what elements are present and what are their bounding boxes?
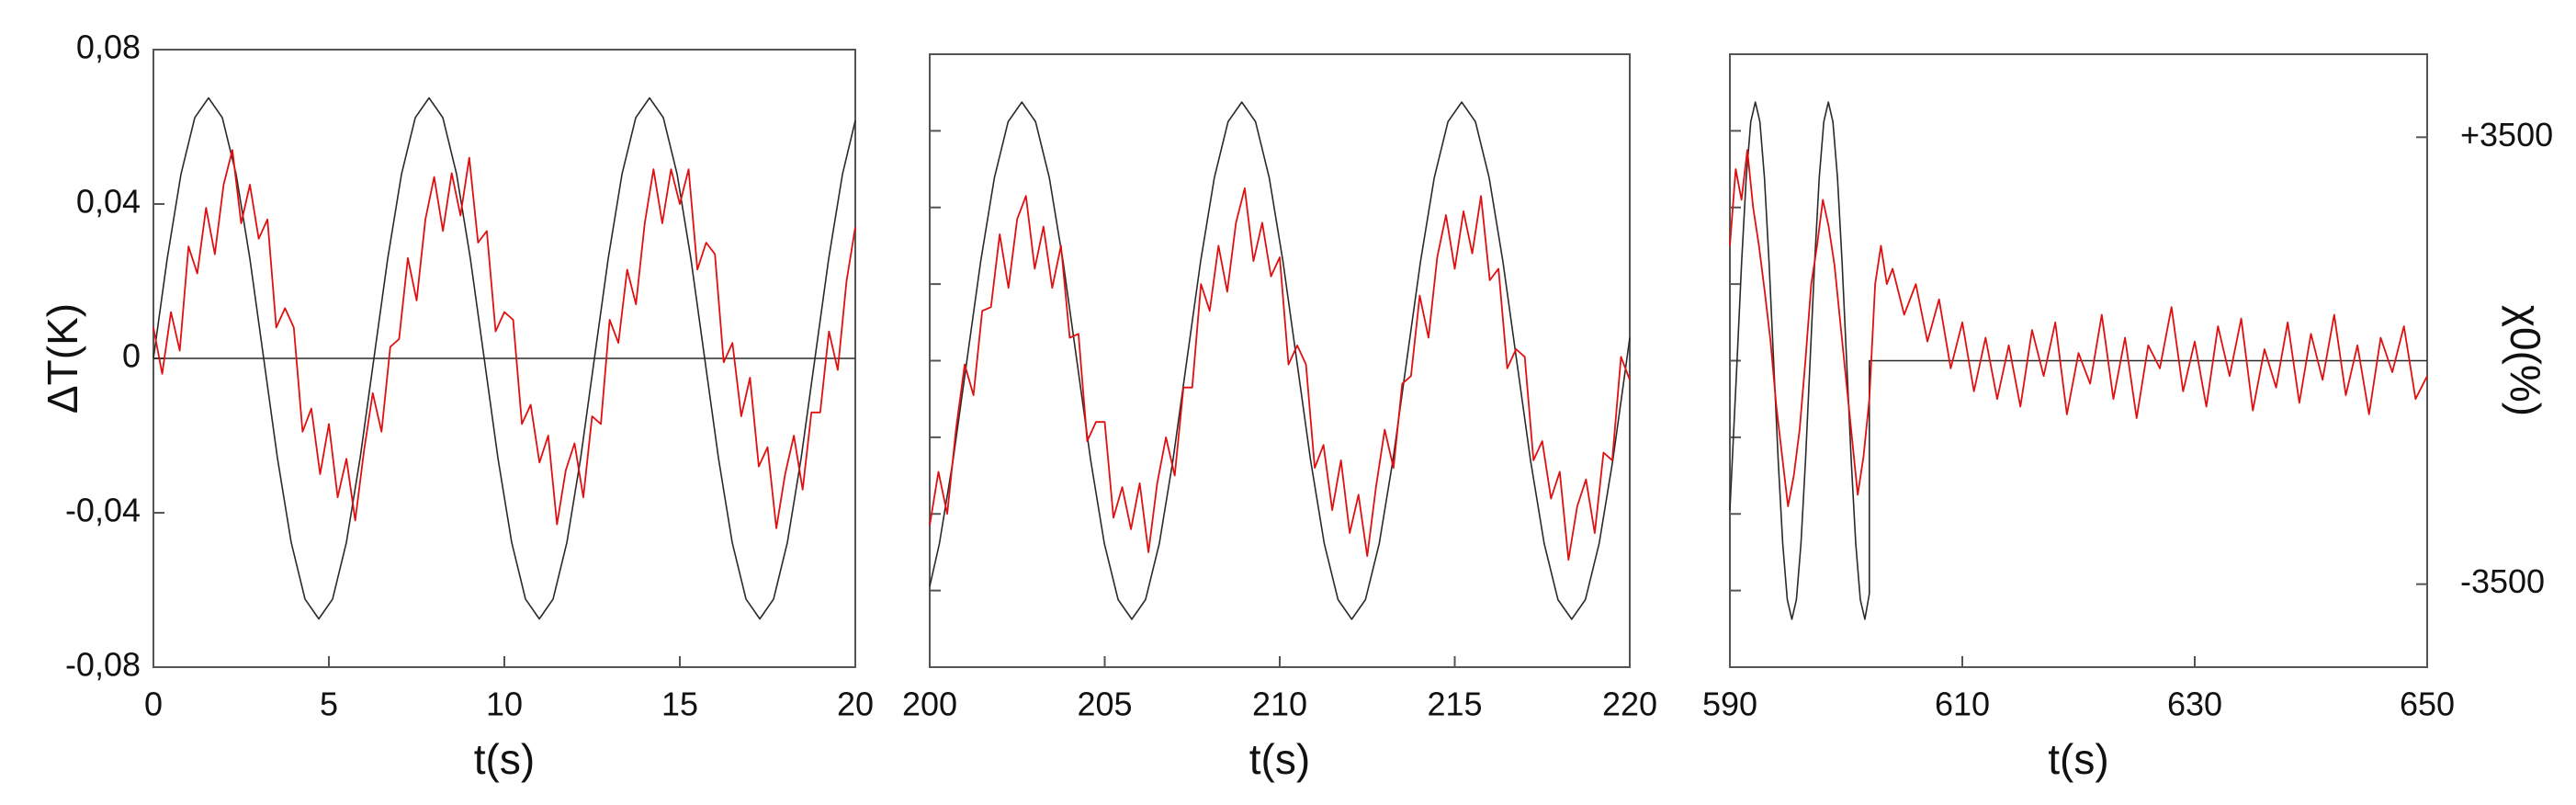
data-line (153, 96, 856, 620)
y-tick-label: -0,04 (65, 492, 141, 529)
x-tick-label: 210 (1252, 686, 1307, 723)
x-tick-label: 205 (1077, 686, 1132, 723)
data-line (1729, 149, 2428, 507)
y-tick-label: 0 (122, 337, 141, 375)
x-tick-label: 0 (144, 686, 163, 723)
y-tick-label: -0,08 (65, 646, 141, 684)
y-tick-label: 0,08 (76, 28, 141, 66)
y2-axis-label: χ0(%) (2502, 305, 2549, 416)
x-tick-label: 610 (1935, 686, 1990, 723)
x-tick-label: 650 (2400, 686, 2455, 723)
x-tick-label: 630 (2167, 686, 2222, 723)
x-axis-label: t(s) (474, 735, 535, 783)
data-line (1729, 101, 2427, 620)
data-line (929, 101, 1631, 620)
x-tick-label: 215 (1427, 686, 1482, 723)
y2-tick-label: +3500 (2460, 116, 2553, 153)
y-axis-label: ΔT(K) (39, 303, 86, 414)
y-tick-label: 0,04 (76, 183, 141, 221)
x-tick-label: 10 (486, 686, 523, 723)
x-axis-label: t(s) (1249, 735, 1310, 783)
x-tick-label: 15 (661, 686, 698, 723)
data-line (153, 149, 856, 529)
x-tick-label: 200 (902, 686, 957, 723)
data-line (929, 187, 1631, 561)
y2-tick-label: -3500 (2460, 562, 2545, 600)
x-tick-label: 220 (1602, 686, 1657, 723)
x-tick-label: 20 (837, 686, 874, 723)
x-tick-label: 5 (320, 686, 338, 723)
x-tick-label: 590 (1702, 686, 1757, 723)
x-axis-label: t(s) (2048, 735, 2108, 783)
